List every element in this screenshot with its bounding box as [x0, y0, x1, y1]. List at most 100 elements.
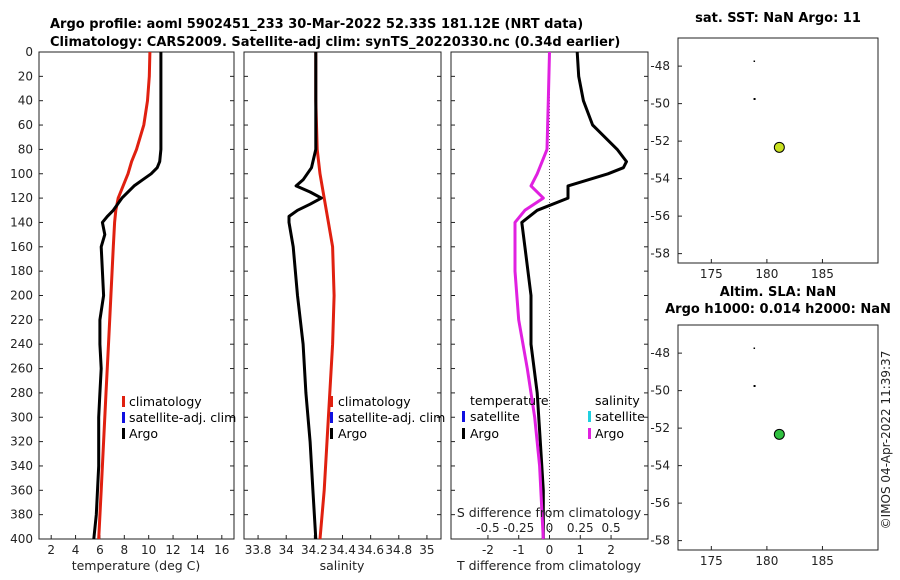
- legend-swatch-t-satellite: [462, 411, 465, 422]
- salinity-legend: climatology satellite-adj. clim Argo: [330, 394, 445, 441]
- s-tick-label: -0.5: [476, 521, 499, 535]
- depth-tick-label: 240: [10, 337, 33, 351]
- legend-swatch-argo: [330, 428, 333, 439]
- x-tick-label: 175: [700, 554, 723, 568]
- depth-tick-label: 200: [10, 289, 33, 303]
- depth-tick-label: 160: [10, 240, 33, 254]
- y-tick-label: -56: [650, 496, 670, 510]
- salinity-xlabel: salinity: [320, 558, 365, 573]
- depth-tick-labels: 0 20 40 60 80 100 120 140 160 180 200 220 240 260 280 3…: [10, 45, 648, 546]
- x-tick-label: 0: [546, 543, 554, 557]
- legend-label: Argo: [470, 426, 499, 441]
- temperature-plot: 2 4 6 8 10 12 14 16: [47, 51, 229, 557]
- y-tick-label: -52: [650, 134, 670, 148]
- depth-tick-label: 220: [10, 313, 33, 327]
- sla-map-title-line2: Argo h1000: 0.014 h2000: NaN: [665, 302, 891, 317]
- depth-tick-label: 40: [18, 94, 33, 108]
- y-tick-label: -50: [650, 384, 670, 398]
- temperature-axes: [38, 51, 235, 540]
- figure-title-line2: Climatology: CARS2009. Satellite-adj cli…: [50, 35, 620, 50]
- legend-swatch-satellite: [122, 412, 125, 423]
- depth-tick-label: 120: [10, 191, 33, 205]
- legend-label: satellite-adj. clim: [129, 410, 236, 425]
- series-line-climatology: [314, 52, 336, 540]
- x-tick-label: 180: [755, 554, 778, 568]
- y-tick-label: -48: [650, 346, 670, 360]
- sst-map-title: sat. SST: NaN Argo: 11: [695, 11, 861, 26]
- land-speck: [753, 385, 756, 387]
- x-tick-label: 34: [279, 543, 294, 557]
- depth-tick-label: 300: [10, 410, 33, 424]
- x-tick-label: 34.8: [385, 543, 412, 557]
- x-tick-label: 185: [811, 267, 834, 281]
- land-speck: [753, 347, 756, 349]
- x-tick-label: 175: [700, 267, 723, 281]
- legend-swatch-argo: [122, 428, 125, 439]
- x-tick-label: 4: [72, 543, 80, 557]
- salinity-plot: 33.8 34 34.2 34.4 34.6 34.8 35: [245, 52, 435, 557]
- x-tick-label: 185: [811, 554, 834, 568]
- series-line-argo: [92, 52, 163, 540]
- x-tick-label: 1: [576, 543, 584, 557]
- difference-top-xlabel: S difference from climatology: [457, 505, 642, 520]
- y-tick-label: -54: [650, 459, 670, 473]
- legend-label: Argo: [338, 426, 367, 441]
- legend-swatch-t-argo: [462, 428, 465, 439]
- depth-tick-label: 340: [10, 459, 33, 473]
- y-tick-label: -48: [650, 59, 670, 73]
- s-tick-label: 0.25: [567, 521, 594, 535]
- x-tick-label: 35: [419, 543, 434, 557]
- land-speck: [753, 60, 756, 62]
- x-tick-label: -2: [482, 543, 494, 557]
- figure-title-line1: Argo profile: aoml 5902451_233 30-Mar-20…: [50, 17, 583, 32]
- land-speck: [753, 98, 756, 100]
- legend-label: satellite-adj. clim: [338, 410, 445, 425]
- legend-label: satellite: [470, 409, 520, 424]
- sst-map-plot: 175 180 185 -48 -50 -52 -54 -56 -58: [650, 59, 834, 281]
- temperature-legend: climatology satellite-adj. clim Argo: [122, 394, 236, 441]
- legend-title-salinity: salinity: [595, 393, 640, 408]
- depth-tick-label: 320: [10, 435, 33, 449]
- difference-legend: temperature salinity satellite Argo sate…: [462, 393, 645, 441]
- x-tick-label: 33.8: [245, 543, 272, 557]
- s-tick-label: 0: [546, 521, 554, 535]
- legend-label: Argo: [595, 426, 624, 441]
- x-tick-label: 180: [755, 267, 778, 281]
- legend-label: climatology: [338, 394, 411, 409]
- legend-swatch-s-satellite: [588, 411, 591, 422]
- depth-tick-label: 400: [10, 532, 33, 546]
- sst-map-axes: [677, 37, 879, 264]
- depth-tick-label: 380: [10, 508, 33, 522]
- depth-tick-label: 140: [10, 215, 33, 229]
- x-tick-label: -1: [513, 543, 525, 557]
- series-line-s-argo: [513, 51, 551, 540]
- y-tick-label: -58: [650, 534, 670, 548]
- depth-tick-label: 360: [10, 483, 33, 497]
- y-tick-label: -50: [650, 97, 670, 111]
- temperature-xlabel: temperature (deg C): [72, 558, 201, 573]
- s-tick-label: -0.25: [503, 521, 534, 535]
- depth-tick-label: 80: [18, 142, 33, 156]
- depth-tick-label: 20: [18, 69, 33, 83]
- x-tick-label: 2: [47, 543, 55, 557]
- x-tick-label: 2: [607, 543, 615, 557]
- timestamp: ©IMOS 04-Apr-2022 11:39:37: [879, 351, 893, 530]
- x-tick-label: 10: [141, 543, 156, 557]
- x-tick-label: 8: [120, 543, 128, 557]
- series-line-climatology: [97, 51, 152, 540]
- depth-tick-label: 60: [18, 118, 33, 132]
- difference-xlabel: T difference from climatology: [456, 558, 642, 573]
- salinity-axes: [243, 51, 442, 540]
- y-tick-label: -56: [650, 209, 670, 223]
- y-tick-label: -52: [650, 421, 670, 435]
- float-position-marker: [773, 141, 785, 153]
- legend-swatch-satellite: [330, 412, 333, 423]
- x-tick-label: 34.4: [329, 543, 356, 557]
- sla-map-plot: 175 180 185 -48 -50 -52 -54 -56 -58: [650, 346, 834, 568]
- legend-swatch-s-argo: [588, 428, 591, 439]
- series-line-t-argo: [520, 51, 628, 539]
- legend-swatch-climatology: [330, 396, 333, 407]
- legend-label: satellite: [595, 409, 645, 424]
- x-tick-label: 34.2: [301, 543, 328, 557]
